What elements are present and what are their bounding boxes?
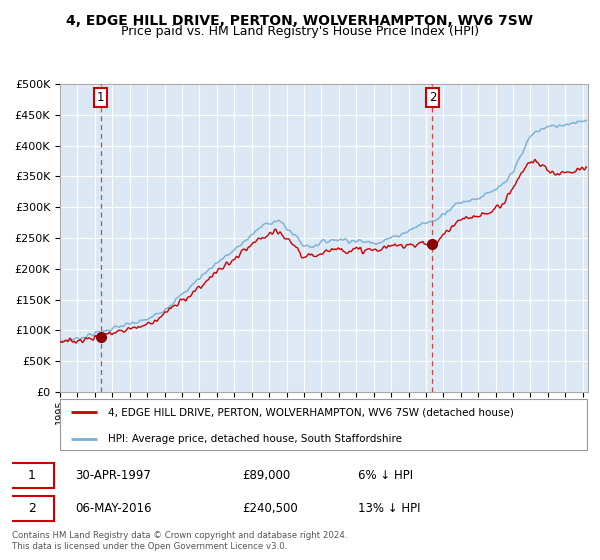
- Text: 06-MAY-2016: 06-MAY-2016: [76, 502, 152, 515]
- Text: HPI: Average price, detached house, South Staffordshire: HPI: Average price, detached house, Sout…: [107, 434, 401, 444]
- Text: 2: 2: [428, 91, 436, 104]
- Text: 4, EDGE HILL DRIVE, PERTON, WOLVERHAMPTON, WV6 7SW (detached house): 4, EDGE HILL DRIVE, PERTON, WOLVERHAMPTO…: [107, 408, 514, 418]
- FancyBboxPatch shape: [9, 463, 54, 488]
- Text: 30-APR-1997: 30-APR-1997: [76, 469, 151, 482]
- Text: 1: 1: [28, 469, 35, 482]
- Text: 1: 1: [97, 91, 104, 104]
- FancyBboxPatch shape: [9, 496, 54, 521]
- Text: 6% ↓ HPI: 6% ↓ HPI: [358, 469, 413, 482]
- Text: 4, EDGE HILL DRIVE, PERTON, WOLVERHAMPTON, WV6 7SW: 4, EDGE HILL DRIVE, PERTON, WOLVERHAMPTO…: [67, 14, 533, 28]
- Text: 13% ↓ HPI: 13% ↓ HPI: [358, 502, 420, 515]
- Text: £240,500: £240,500: [242, 502, 298, 515]
- Text: Price paid vs. HM Land Registry's House Price Index (HPI): Price paid vs. HM Land Registry's House …: [121, 25, 479, 38]
- FancyBboxPatch shape: [60, 399, 587, 450]
- Text: £89,000: £89,000: [242, 469, 290, 482]
- Text: 2: 2: [28, 502, 35, 515]
- Text: Contains HM Land Registry data © Crown copyright and database right 2024.
This d: Contains HM Land Registry data © Crown c…: [12, 531, 347, 551]
